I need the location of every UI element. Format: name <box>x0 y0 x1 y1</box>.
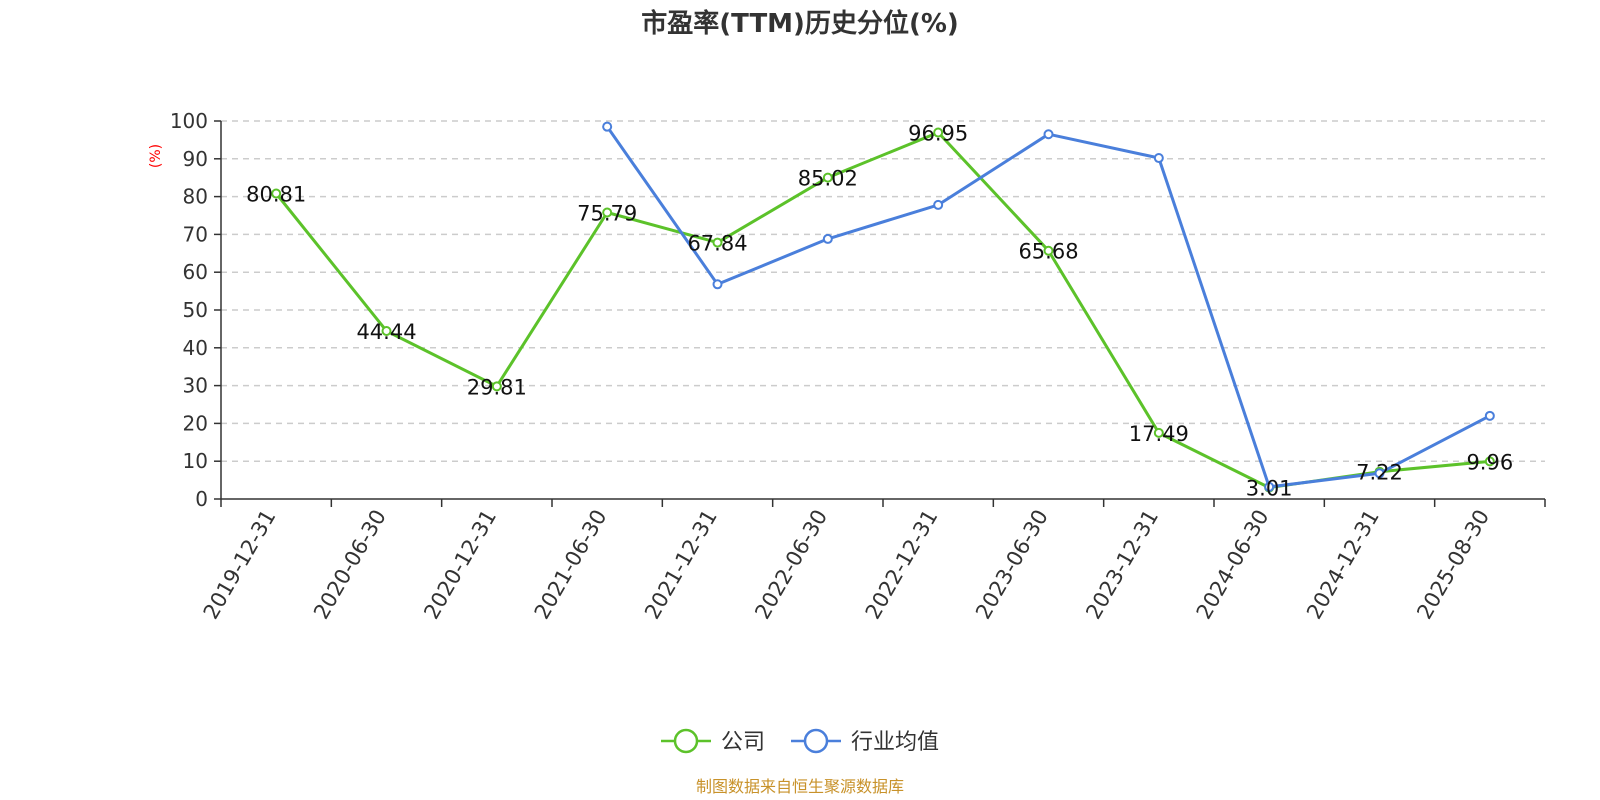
series-1-point[interactable] <box>1484 410 1495 421</box>
data-label: 96.95 <box>908 122 968 146</box>
data-label: 75.79 <box>577 202 637 226</box>
legend-label-industry-average: 行业均值 <box>851 730 939 755</box>
x-tick-label: 2022-12-31 <box>861 506 943 624</box>
y-tick-label: 20 <box>183 411 208 435</box>
series-0-point[interactable] <box>822 172 833 183</box>
x-tick-label: 2022-06-30 <box>750 506 832 624</box>
data-label: 80.81 <box>246 183 306 207</box>
series-0-point[interactable] <box>602 207 613 218</box>
chart-title: 市盈率(TTM)历史分位(%) <box>641 8 959 39</box>
data-label: 9.96 <box>1466 450 1513 474</box>
data-labels: 80.81 44.44 29.81 75.79 67.84 85.02 96.95 65.68… <box>246 122 1513 501</box>
y-tick-label: 70 <box>183 222 208 246</box>
legend: 公司 行业均值 <box>661 728 939 755</box>
data-label: 29.81 <box>467 375 527 399</box>
x-tick-label: 2019-12-31 <box>199 506 281 624</box>
data-label: 7.22 <box>1356 461 1403 485</box>
series-1-point[interactable] <box>1264 481 1275 492</box>
series-lines <box>271 121 1495 493</box>
x-tick-label: 2024-12-31 <box>1302 506 1384 624</box>
x-tick-label: 2023-12-31 <box>1081 506 1163 624</box>
y-axis-unit: (%) <box>148 144 164 168</box>
y-tick-label: 60 <box>183 260 208 284</box>
x-tick-label: 2023-06-30 <box>971 506 1053 624</box>
series-1-point[interactable] <box>1374 468 1385 479</box>
legend-item-industry-average[interactable]: 行业均值 <box>791 728 939 755</box>
series-1-point[interactable] <box>712 279 723 290</box>
series-0-point[interactable] <box>381 326 392 337</box>
x-tick-label: 2020-12-31 <box>419 506 501 624</box>
series-0-point[interactable] <box>712 237 723 248</box>
x-tick-label: 2024-06-30 <box>1192 506 1274 624</box>
data-label: 85.02 <box>798 167 858 191</box>
series-0-point[interactable] <box>933 127 944 138</box>
y-tick-label: 30 <box>183 374 208 398</box>
legend-label-company: 公司 <box>721 730 765 755</box>
series-0-point[interactable] <box>1153 427 1164 438</box>
y-tick-label: 50 <box>183 298 208 322</box>
x-tick-label: 2021-06-30 <box>530 506 612 624</box>
series-1-point[interactable] <box>1153 153 1164 164</box>
series-line-1 <box>605 125 1491 489</box>
legend-marker-company <box>673 728 699 754</box>
y-tick-label: 10 <box>183 449 208 473</box>
y-tick-label: 0 <box>195 487 208 511</box>
series-0-point[interactable] <box>1043 245 1054 256</box>
y-tick-label: 90 <box>183 147 208 171</box>
series-1-point[interactable] <box>933 199 944 210</box>
series-0-point[interactable] <box>1484 456 1495 467</box>
legend-item-company[interactable]: 公司 <box>661 728 765 755</box>
y-tick-label: 100 <box>170 109 208 133</box>
grid-lines <box>221 120 1545 462</box>
legend-marker-industry-average <box>803 728 829 754</box>
x-tick-label: 2025-08-30 <box>1412 506 1494 624</box>
series-0-point[interactable] <box>491 381 502 392</box>
series-1-point[interactable] <box>602 121 613 132</box>
series-1-point[interactable] <box>1043 129 1054 140</box>
series-0-point[interactable] <box>271 188 282 199</box>
series-1-point[interactable] <box>822 233 833 244</box>
data-label: 3.01 <box>1246 477 1293 501</box>
data-label: 17.49 <box>1129 422 1189 446</box>
x-tick-label: 2020-06-30 <box>309 506 391 624</box>
data-label: 65.68 <box>1018 240 1078 264</box>
data-label: 44.44 <box>356 320 416 344</box>
x-tick-label: 2021-12-31 <box>640 506 722 624</box>
data-label: 67.84 <box>687 232 747 256</box>
y-tick-label: 40 <box>183 336 208 360</box>
y-tick-label: 80 <box>183 185 208 209</box>
source-note: 制图数据来自恒生聚源数据库 <box>696 777 904 796</box>
